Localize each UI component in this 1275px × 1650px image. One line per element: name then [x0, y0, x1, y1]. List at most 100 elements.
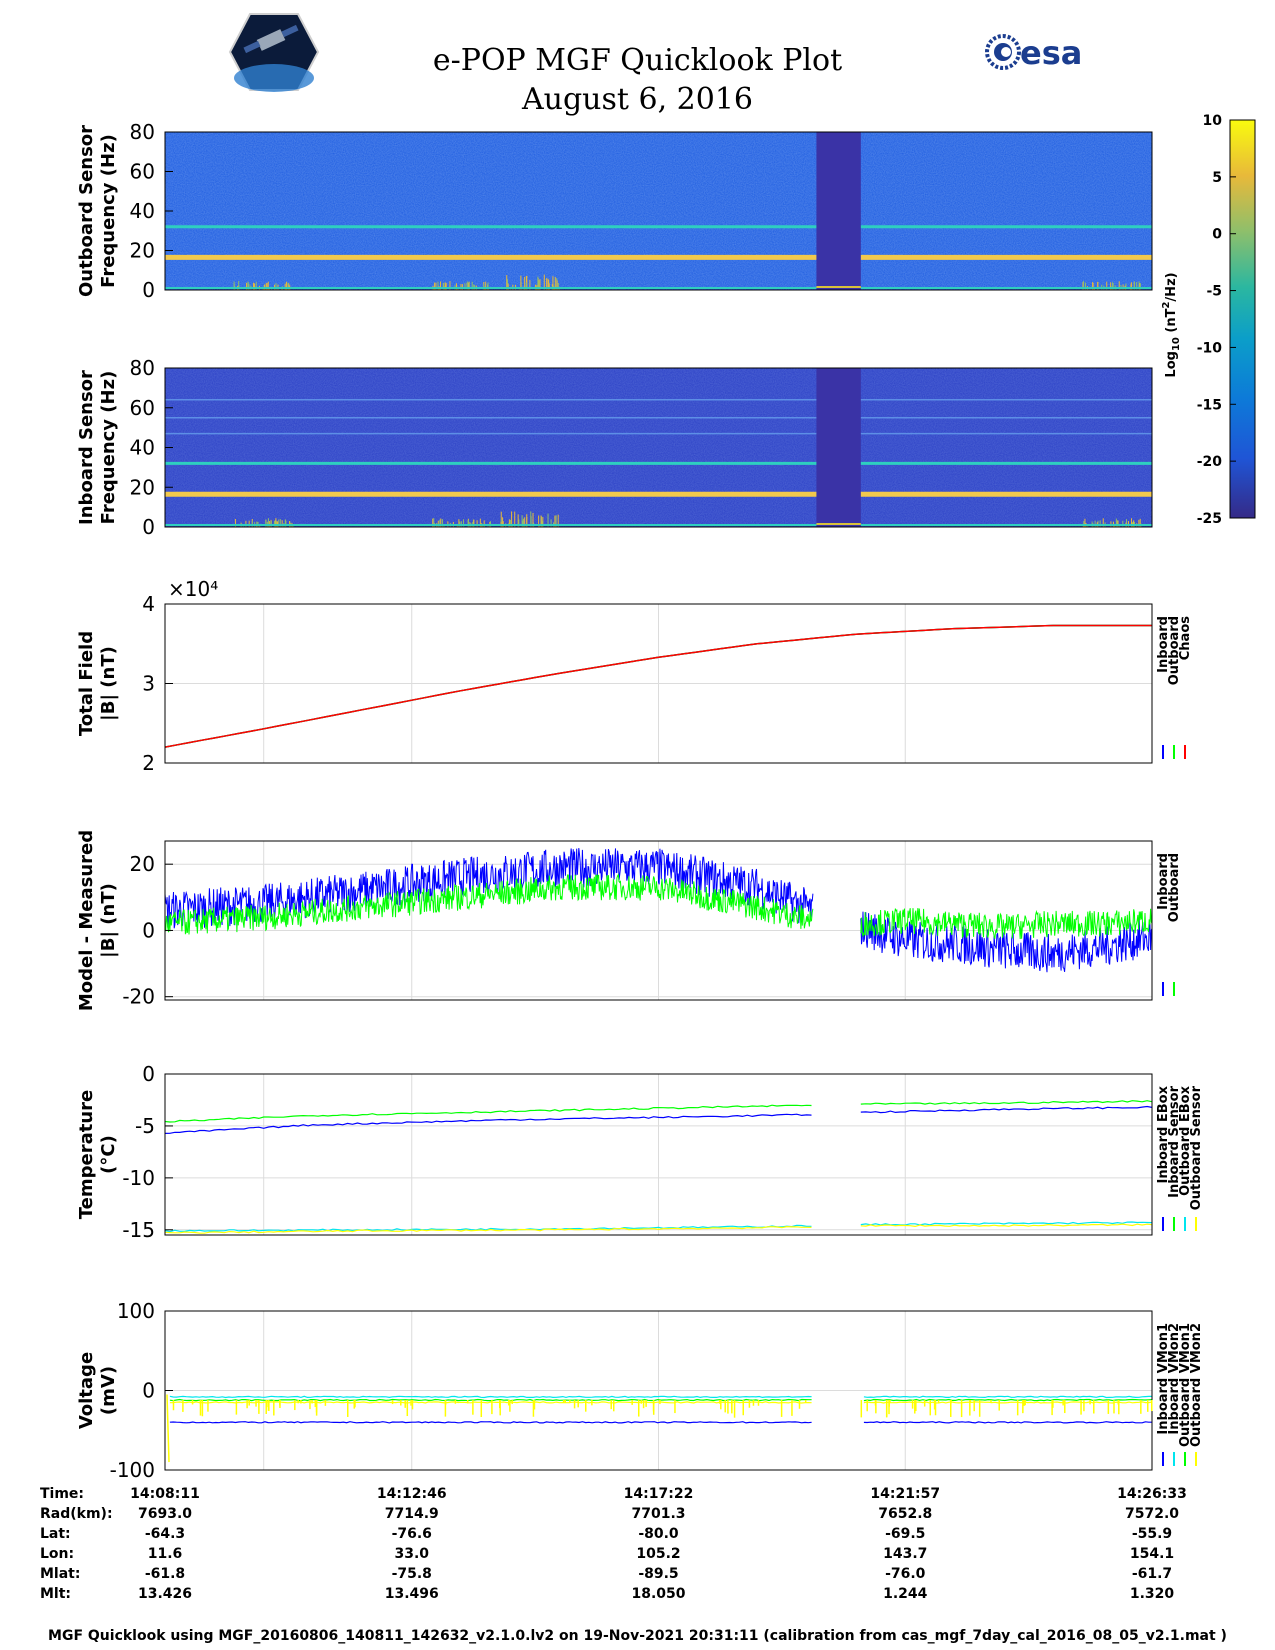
esa-logo-text: esa [1020, 34, 1082, 72]
total-field-ylabel-units: |B| (nT) [98, 646, 119, 721]
model-minus-measured-ytick: 0 [142, 918, 155, 942]
colorbar [1229, 119, 1256, 519]
temperature-legend-label: Inboard Sensor [1167, 1085, 1182, 1197]
outboard-spectrogram-ytick: 40 [130, 199, 155, 223]
colorbar-tick: -20 [1197, 454, 1223, 470]
ephemeris-cell: 14:26:33 [1117, 1486, 1187, 1502]
voltage-legend-label: Inboard VMon2 [1167, 1323, 1182, 1435]
esa-logo-icon [985, 34, 1021, 70]
inboard-spectrogram-data-gap [816, 368, 861, 527]
ephemeris-cell: 14:21:57 [870, 1486, 941, 1502]
model-minus-measured-ytick: 20 [130, 852, 155, 876]
temperature-ylabel-units: (°C) [98, 1135, 119, 1174]
model-minus-measured-ytick: -20 [122, 985, 155, 1009]
footer-caption: MGF Quicklook using MGF_20160806_140811_… [48, 1628, 1227, 1644]
ephemeris-cell: -89.5 [638, 1566, 679, 1582]
voltage-series-inboard-vmon2 [169, 1395, 1152, 1399]
ephemeris-cell: 1.320 [1129, 1586, 1175, 1602]
ephemeris-cell: -76.6 [391, 1526, 432, 1542]
ephemeris-cell: 11.6 [147, 1546, 183, 1562]
temperature-series-outboard-ebox [164, 1221, 1153, 1233]
outboard-spectrogram-ytick: 0 [142, 278, 155, 302]
total-field-ytick: 3 [142, 672, 155, 696]
outboard-spectrogram-ylabel-units: Frequency (Hz) [98, 134, 119, 288]
ephemeris-cell: 14:17:22 [623, 1486, 694, 1502]
colorbar-tick: 0 [1212, 227, 1222, 243]
ephemeris-row-label: Mlt: [40, 1586, 72, 1602]
voltage-ytick: 100 [117, 1299, 155, 1323]
ephemeris-cell: 1.244 [883, 1586, 928, 1602]
ephemeris-cell: 154.1 [1129, 1546, 1175, 1562]
inboard-spectrogram-panel [165, 368, 1152, 527]
ephemeris-cell: 18.050 [631, 1586, 686, 1602]
ephemeris-cell: 105.2 [636, 1546, 681, 1562]
total-field-ytick: 4 [142, 592, 155, 616]
ephemeris-cell: -55.9 [1131, 1526, 1173, 1542]
ephemeris-row-label: Lat: [40, 1526, 71, 1542]
temperature-series-inboard-ebox [164, 1105, 1153, 1134]
inboard-spectrogram-ytick: 60 [130, 396, 155, 420]
ephemeris-cell: -76.0 [885, 1566, 926, 1582]
inboard-spectrogram-ytick: 40 [130, 436, 155, 460]
model-minus-measured-ylabel-units: |B| (nT) [98, 883, 119, 958]
model-minus-measured-series-outboard [164, 873, 1153, 940]
model-minus-measured-legend-label: Outboard [1167, 853, 1182, 922]
colorbar-tick: -15 [1197, 397, 1222, 413]
voltage-legend-label: Outboard VMon1 [1178, 1323, 1193, 1447]
total-field-legend-label: Outboard [1167, 616, 1182, 685]
total-field-series-chaos [164, 624, 1152, 748]
ephemeris-cell: 7693.0 [137, 1506, 193, 1522]
voltage-ytick: 0 [142, 1379, 155, 1403]
ephemeris-cell: 14:12:46 [376, 1486, 447, 1502]
ephemeris-cell: -64.3 [144, 1526, 186, 1542]
temperature-frame [164, 1073, 1153, 1236]
ephemeris-cell: -61.7 [1131, 1566, 1173, 1582]
ephemeris-cell: 7714.9 [384, 1506, 439, 1522]
plot-date: August 6, 2016 [521, 82, 753, 117]
inboard-spectrogram-ylabel: Inboard Sensor [76, 370, 97, 525]
temperature-ytick: -5 [135, 1114, 155, 1138]
total-field-legend-label: Inboard [1156, 616, 1171, 673]
voltage-legend-label: Inboard VMon1 [1156, 1323, 1171, 1435]
inboard-spectrogram-ytick: 20 [130, 475, 155, 499]
outboard-spectrogram-ylabel: Outboard Sensor [76, 125, 97, 297]
temperature-legend-label: Inboard EBox [1156, 1085, 1171, 1183]
ephemeris-row-label: Mlat: [40, 1566, 81, 1582]
colorbar-tick: 5 [1212, 170, 1222, 186]
outboard-spectrogram-panel [165, 132, 1152, 290]
model-minus-measured-legend-label: Inboard [1156, 853, 1171, 910]
inboard-spectrogram-ylabel-units: Frequency (Hz) [98, 371, 119, 525]
ephemeris-row-label: Rad(km): [40, 1506, 113, 1522]
temperature-series-outboard-sensor [164, 1223, 1153, 1234]
temperature-legend-label: Outboard EBox [1178, 1085, 1193, 1195]
model-minus-measured-ylabel: Model - Measured [76, 830, 97, 1011]
temperature-ytick: 0 [142, 1062, 155, 1086]
ephemeris-cell: -61.8 [144, 1566, 186, 1582]
outboard-spectrogram-ytick: 60 [130, 160, 155, 184]
voltage-ytick: -100 [110, 1458, 155, 1482]
temperature-ytick: -15 [122, 1218, 155, 1242]
voltage-startup-transient [166, 1394, 170, 1463]
colorbar-tick: 10 [1203, 113, 1223, 129]
ephemeris-row-label: Time: [40, 1486, 85, 1502]
spectrogram-noise [165, 132, 1152, 290]
total-field-exponent: ×10⁴ [168, 577, 218, 601]
ephemeris-cell: 13.496 [384, 1586, 439, 1602]
ephemeris-cell: 33.0 [394, 1546, 430, 1562]
voltage-ylabel-units: (mV) [98, 1366, 119, 1415]
ephemeris-cell: 7701.3 [631, 1506, 686, 1522]
mission-logo-icon [228, 13, 320, 92]
temperature-series-inboard-sensor [164, 1100, 1153, 1123]
inboard-spectrogram-ytick: 0 [142, 515, 155, 539]
outboard-spectrogram-data-gap [816, 132, 861, 290]
voltage-ylabel: Voltage [76, 1352, 97, 1429]
ephemeris-cell: 13.426 [137, 1586, 193, 1602]
colorbar-tick: -5 [1206, 284, 1222, 300]
colorbar-tick: -25 [1197, 511, 1222, 527]
ephemeris-cell: 7572.0 [1124, 1506, 1180, 1522]
ephemeris-row-label: Lon: [40, 1546, 75, 1562]
colorbar-tick: -10 [1197, 340, 1223, 356]
ephemeris-cell: -69.5 [885, 1526, 926, 1542]
total-field-ylabel: Total Field [76, 631, 97, 736]
